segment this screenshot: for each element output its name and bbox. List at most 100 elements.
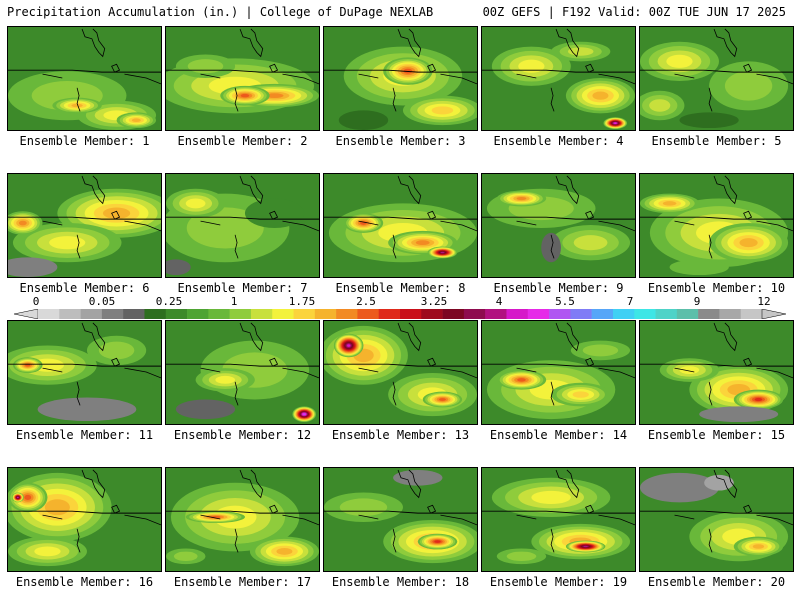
colorbar-swatch <box>719 309 741 319</box>
coastline <box>42 175 161 259</box>
ensemble-member-label: Ensemble Member: 14 <box>489 428 628 442</box>
precip-contour <box>187 59 224 74</box>
ensemble-member-label: Ensemble Member: 19 <box>489 575 628 589</box>
coastline <box>358 469 477 553</box>
precip-contour <box>265 93 284 99</box>
colorbar-swatch <box>485 309 507 319</box>
ensemble-member-label: Ensemble Member: 15 <box>647 428 786 442</box>
precip-contour <box>166 259 191 276</box>
precip-contour <box>34 546 61 557</box>
ensemble-member-label: Ensemble Member: 1 <box>19 134 150 148</box>
precip-contour <box>393 469 443 486</box>
precip-contour <box>173 551 198 561</box>
ensemble-member-label: Ensemble Member: 7 <box>177 281 308 295</box>
precip-contour <box>440 251 445 254</box>
precip-contour <box>44 499 70 516</box>
precip-contour <box>679 112 739 129</box>
precip-contour <box>17 496 19 498</box>
colorbar-swatch <box>101 309 124 319</box>
precip-field <box>8 468 161 571</box>
colorbar-tick-label: 0.05 <box>88 295 116 308</box>
colorbar-swatch <box>123 309 145 319</box>
colorbar-swatch <box>527 309 550 319</box>
coastline <box>200 322 319 406</box>
precip-field <box>324 174 477 277</box>
run-valid-time: 00Z GEFS | F192 Valid: 00Z TUE JUN 17 20… <box>482 5 786 19</box>
ensemble-member-label: Ensemble Member: 16 <box>15 575 154 589</box>
precip-contour <box>531 490 571 505</box>
precip-contour <box>438 398 446 401</box>
border-line <box>166 69 319 73</box>
colorbar-swatch <box>272 309 294 319</box>
ensemble-map-panel <box>165 173 320 278</box>
ensemble-map-panel <box>7 320 162 425</box>
ensemble-map-panel <box>481 320 636 425</box>
border-line <box>640 510 793 514</box>
ensemble-map-panel <box>639 467 794 572</box>
border-line <box>8 510 161 514</box>
ensemble-map-panel <box>165 320 320 425</box>
precip-field <box>324 321 477 424</box>
colorbar-swatch <box>549 309 571 319</box>
coastline <box>516 469 635 553</box>
precip-contour <box>71 103 83 108</box>
precip-contour <box>754 397 763 402</box>
ensemble-map-panel <box>323 467 478 572</box>
precip-contour <box>583 545 588 548</box>
precip-field <box>8 174 161 277</box>
precip-contour <box>49 236 86 250</box>
precip-field <box>482 174 635 277</box>
colorbar-swatch <box>314 309 337 319</box>
ensemble-member-label: Ensemble Member: 13 <box>331 428 470 442</box>
precip-field <box>324 27 477 130</box>
border-line <box>640 363 793 367</box>
colorbar-swatch <box>698 309 720 319</box>
precip-contour <box>614 122 617 124</box>
precip-contour <box>131 118 141 122</box>
precip-contour <box>415 240 430 246</box>
precip-contour <box>434 540 441 543</box>
precip-field <box>482 27 635 130</box>
coastline <box>200 28 319 112</box>
precip-contour <box>662 201 677 206</box>
precip-contour <box>649 99 671 112</box>
precip-contour <box>572 391 589 398</box>
ensemble-member-label: Ensemble Member: 11 <box>15 428 154 442</box>
colorbar-swatch <box>378 309 401 319</box>
colorbar-swatch <box>357 309 379 319</box>
colorbar-tick-label: 1 <box>230 295 238 308</box>
coastline <box>674 469 793 553</box>
colorbar-tick-label: 3.25 <box>420 295 448 308</box>
border-line <box>324 69 477 73</box>
precip-contour <box>640 472 719 503</box>
precip-contour <box>98 341 135 360</box>
coastline <box>358 175 477 259</box>
coastline <box>674 322 793 406</box>
colorbar-swatch <box>80 309 103 319</box>
coastline <box>516 175 635 259</box>
ensemble-member-label: Ensemble Member: 4 <box>493 134 624 148</box>
colorbar-swatch <box>634 309 656 319</box>
precip-contour <box>215 375 236 384</box>
precip-contour <box>582 344 619 357</box>
border-line <box>8 216 161 220</box>
precip-contour <box>431 106 454 115</box>
coastline <box>42 28 161 112</box>
precip-field <box>482 321 635 424</box>
border-line <box>166 363 319 367</box>
coastline <box>200 175 319 259</box>
border-line <box>482 363 635 367</box>
colorbar-swatch <box>59 309 81 319</box>
border-line <box>166 216 319 220</box>
precip-contour <box>8 257 58 277</box>
precip-contour <box>573 235 608 251</box>
ensemble-member-label: Ensemble Member: 17 <box>173 575 312 589</box>
colorbar-swatch <box>442 309 465 319</box>
border-line <box>8 363 161 367</box>
ensemble-member-label: Ensemble Member: 2 <box>177 134 308 148</box>
ensemble-map-panel <box>165 26 320 131</box>
ensemble-member-label: Ensemble Member: 12 <box>173 428 312 442</box>
precip-field <box>640 27 793 130</box>
colorbar-swatch <box>187 309 209 319</box>
border-line <box>324 363 477 367</box>
